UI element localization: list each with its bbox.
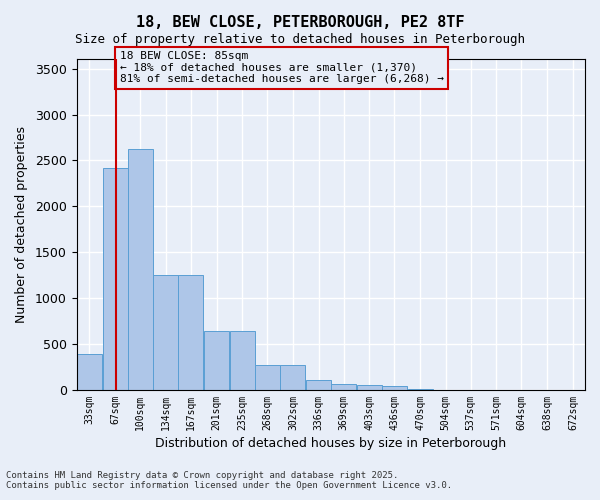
Bar: [357, 385, 382, 390]
Bar: [178, 275, 203, 390]
Bar: [154, 275, 178, 390]
X-axis label: Distribution of detached houses by size in Peterborough: Distribution of detached houses by size …: [155, 437, 506, 450]
Bar: [77, 354, 102, 390]
Bar: [280, 365, 305, 390]
Bar: [255, 365, 280, 390]
Text: 18 BEW CLOSE: 85sqm
← 18% of detached houses are smaller (1,370)
81% of semi-det: 18 BEW CLOSE: 85sqm ← 18% of detached ho…: [119, 51, 443, 84]
Bar: [230, 331, 255, 390]
Bar: [204, 331, 229, 390]
Bar: [103, 168, 128, 390]
Bar: [331, 384, 356, 390]
Bar: [407, 389, 433, 390]
Bar: [306, 380, 331, 390]
Text: Contains HM Land Registry data © Crown copyright and database right 2025.
Contai: Contains HM Land Registry data © Crown c…: [6, 470, 452, 490]
Bar: [382, 386, 407, 390]
Text: Size of property relative to detached houses in Peterborough: Size of property relative to detached ho…: [75, 32, 525, 46]
Text: 18, BEW CLOSE, PETERBOROUGH, PE2 8TF: 18, BEW CLOSE, PETERBOROUGH, PE2 8TF: [136, 15, 464, 30]
Bar: [128, 150, 152, 390]
Y-axis label: Number of detached properties: Number of detached properties: [15, 126, 28, 323]
